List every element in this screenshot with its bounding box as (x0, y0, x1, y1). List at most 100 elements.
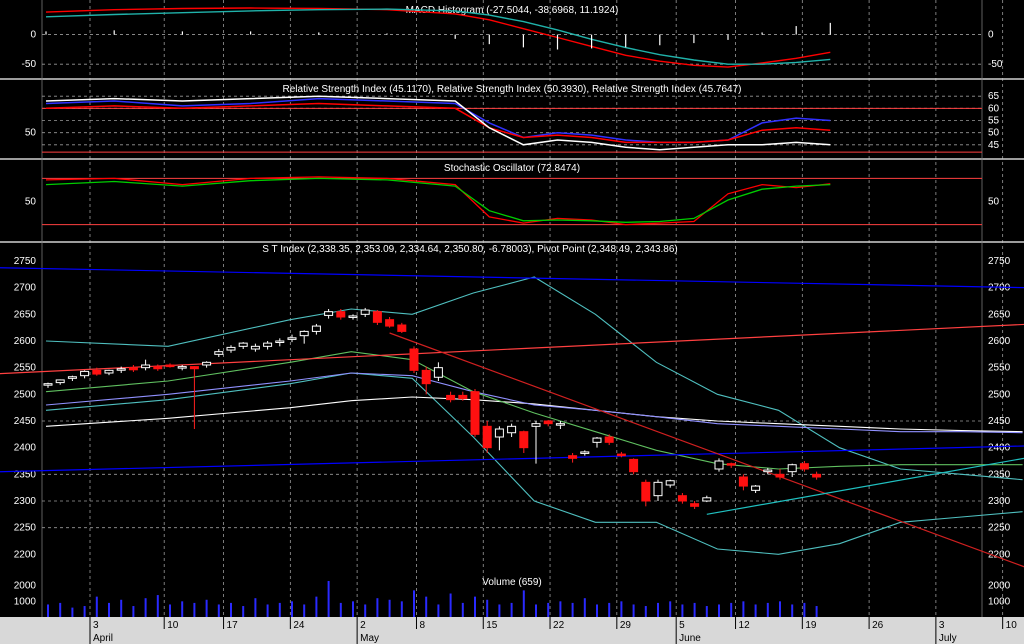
candle-body (226, 346, 236, 351)
y-tick-label: 2750 (14, 256, 37, 267)
volume-panel: 2000 2000 1000 1000 (14, 581, 1011, 617)
candle-body (702, 497, 712, 502)
volume-bar (132, 606, 135, 617)
candle-body (287, 337, 297, 340)
x-tick-label: 29 (620, 620, 632, 631)
volume-bar (376, 598, 379, 617)
candle-body (153, 366, 163, 370)
month-label: June (679, 633, 701, 644)
price-panel: 2750 2750 2700 2700 2650 2650 2600 2600 2550 2550… (0, 256, 1024, 568)
macd-line (45, 7, 831, 68)
y-tick-label: 60 (988, 103, 1000, 114)
y-tick-label: 2500 (988, 389, 1011, 400)
volume-bar (742, 601, 745, 617)
month-label: July (939, 633, 957, 644)
volume-bar (803, 602, 806, 617)
volume-bar (608, 602, 611, 617)
candle-body (555, 423, 565, 426)
volume-bar (169, 604, 171, 617)
volume-bar (242, 606, 245, 617)
candle-body (385, 319, 395, 327)
candle-body (433, 367, 443, 378)
candle-body (336, 311, 346, 318)
candle-body (43, 383, 53, 386)
y-tick-label: 45 (988, 140, 1000, 151)
y-tick-label: 2650 (14, 309, 37, 320)
rsi-line (45, 95, 831, 151)
volume-bar (108, 602, 110, 617)
y-tick-label: 2200 (988, 549, 1011, 560)
volume-bar (47, 604, 49, 617)
x-tick-label: 3 (939, 620, 945, 631)
x-axis: 3 10 17 24 2 8 15 22 29 5 12 19 26 3 10 April May June Jul… (89, 617, 1018, 644)
volume-bar (632, 604, 635, 617)
volume-bar (766, 602, 769, 617)
volume-bar (254, 598, 257, 617)
candle-body (92, 369, 102, 375)
x-tick-label: 19 (805, 620, 817, 631)
volume-bar (278, 602, 281, 617)
month-label: May (360, 633, 379, 644)
candle-body (641, 481, 651, 502)
volume-bar (474, 596, 476, 617)
trend-line (0, 323, 1024, 375)
macd-panel: 0 0 -50 -50 (22, 7, 1003, 70)
x-tick-label: 10 (1006, 620, 1018, 631)
volume-bar (498, 604, 501, 617)
candle-body (360, 309, 370, 315)
volume-bar (693, 602, 696, 617)
volume-bar (120, 599, 123, 617)
indicator-band (45, 351, 1023, 470)
candle-body (629, 458, 639, 473)
candle-body (677, 495, 687, 502)
candle-body (55, 379, 65, 384)
candle-body (324, 311, 334, 316)
y-tick-label: 2600 (988, 336, 1011, 347)
macd-title: MACD Histogram (-27.5044, -38.6968, 11.1… (406, 5, 619, 16)
volume-bar (486, 599, 489, 617)
y-tick-label: 1000 (14, 596, 37, 607)
volume-bar (718, 604, 720, 617)
y-tick-label: 2750 (988, 256, 1011, 267)
volume-bar (144, 598, 147, 617)
stochastic-title: Stochastic Oscillator (72.8474) (444, 163, 580, 174)
y-tick-label: 2250 (14, 523, 37, 534)
volume-bar (815, 606, 818, 617)
candle-body (519, 431, 529, 449)
candle-body (177, 366, 187, 369)
y-tick-label: 50 (25, 128, 37, 139)
candle-body (446, 394, 456, 401)
y-tick-label: 50 (988, 128, 1000, 139)
trend-line (0, 445, 1024, 473)
volume-bar (754, 604, 757, 617)
y-tick-label: 65 (988, 91, 1000, 102)
candle-body (141, 364, 151, 369)
y-tick-label: 2550 (988, 363, 1011, 374)
panel-dividers (0, 0, 1024, 617)
trend-line (706, 457, 1024, 515)
candle-body (67, 376, 77, 379)
volume-bar (156, 595, 159, 617)
rsi-title: Relative Strength Index (45.1170), Relat… (283, 84, 742, 95)
volume-bar (535, 604, 537, 617)
candle-body (165, 364, 175, 368)
candle-body (421, 369, 431, 385)
volume-bar (681, 604, 684, 617)
candle-body (299, 330, 309, 337)
y-tick-label: 2250 (988, 523, 1011, 534)
candle-body (507, 425, 517, 434)
rsi-line (45, 102, 831, 144)
y-tick-label: 50 (25, 197, 37, 208)
volume-bar (352, 601, 354, 617)
x-tick-label: 15 (486, 620, 498, 631)
candle-body (787, 464, 797, 473)
y-tick-label: 2350 (14, 469, 37, 480)
volume-bar (779, 601, 781, 617)
volume-bar (364, 604, 367, 617)
y-tick-label: 2550 (14, 363, 37, 374)
y-tick-label: 2200 (14, 549, 37, 560)
candle-body (714, 460, 724, 470)
y-tick-label: 55 (988, 116, 1000, 127)
